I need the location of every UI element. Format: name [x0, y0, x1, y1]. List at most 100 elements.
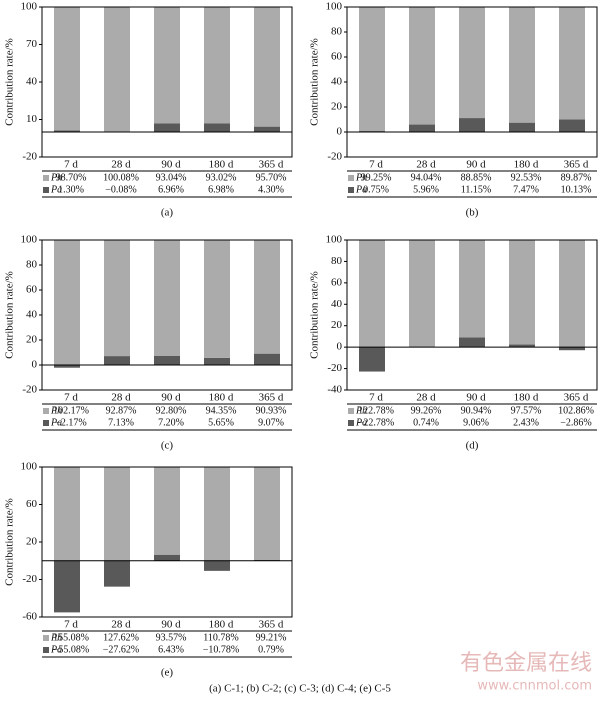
y-tick-label: -20 — [327, 151, 342, 163]
legend-label: Pa — [355, 184, 367, 195]
value-label: 90.93% — [256, 405, 287, 416]
value-label: 7.13% — [108, 417, 134, 428]
y-tick-label: 10 — [26, 113, 38, 125]
value-label: 122.78% — [358, 405, 394, 416]
legend-label: Ph — [50, 172, 62, 183]
bar — [54, 130, 80, 132]
value-label: 11.15% — [461, 184, 491, 195]
category-label: 7 d — [64, 159, 78, 171]
plot-frame — [346, 6, 598, 158]
value-label: 92.80% — [156, 405, 187, 416]
bar — [154, 7, 180, 124]
y-tick-label: 40 — [26, 309, 38, 321]
value-label: 10.13% — [561, 184, 592, 195]
y-axis-label: Contribution rate/% — [309, 38, 321, 126]
figure-caption: (a) C-1; (b) C-2; (c) C-3; (d) C-4; (e) … — [209, 683, 391, 695]
value-label: 88.85% — [461, 172, 492, 183]
value-label: 102.86% — [558, 405, 594, 416]
category-label: 365 d — [259, 619, 284, 631]
y-tick-label: 100 — [21, 1, 38, 13]
value-label: 1.30% — [58, 184, 84, 195]
y-tick-label: 40 — [26, 76, 38, 88]
value-label: 7.47% — [513, 184, 539, 195]
bar — [104, 7, 130, 132]
value-label: 92.87% — [106, 405, 137, 416]
bar — [54, 365, 80, 368]
y-tick-label: 80 — [26, 259, 38, 271]
y-tick-label: 80 — [331, 26, 343, 38]
legend-swatch — [43, 420, 49, 426]
legend-label: Pa — [50, 417, 62, 428]
value-label: 100.08% — [103, 172, 139, 183]
y-tick-label: -20 — [327, 362, 342, 374]
y-tick-label: -20 — [22, 573, 37, 585]
value-label: −10.78% — [203, 644, 239, 655]
value-label: 0.79% — [258, 644, 284, 655]
y-tick-label: 20 — [331, 319, 343, 331]
category-label: 365 d — [564, 392, 589, 404]
panel-label: (b) — [466, 207, 479, 219]
y-tick-label: -40 — [327, 384, 342, 396]
bar — [559, 347, 585, 351]
category-label: 28 d — [111, 159, 131, 171]
y-tick-label: 70 — [26, 38, 38, 50]
bar — [54, 240, 80, 365]
plot-frame — [346, 239, 598, 391]
bar — [104, 467, 130, 561]
y-axis-label: Contribution rate/% — [4, 498, 16, 586]
value-label: −0.08% — [105, 184, 136, 195]
value-label: 92.53% — [511, 172, 542, 183]
category-label: 365 d — [259, 159, 284, 171]
y-tick-label: 60 — [331, 276, 343, 288]
legend-label: Ph — [50, 405, 62, 416]
value-label: −55.08% — [53, 644, 89, 655]
panel-label: (a) — [161, 207, 174, 219]
legend-swatch — [43, 647, 49, 653]
bar — [559, 240, 585, 348]
value-label: 89.87% — [561, 172, 592, 183]
bar — [254, 126, 280, 132]
category-label: 28 d — [111, 619, 131, 631]
category-label: 180 d — [514, 159, 539, 171]
value-label: 93.02% — [206, 172, 237, 183]
bar — [204, 467, 230, 561]
bar — [509, 344, 535, 348]
category-label: 180 d — [514, 392, 539, 404]
legend-swatch — [348, 187, 354, 193]
bars — [54, 7, 280, 133]
value-label: −22.78% — [358, 417, 394, 428]
bar — [254, 353, 280, 365]
y-tick-label: 20 — [331, 101, 343, 113]
bars — [359, 240, 585, 372]
category-label: 28 d — [416, 392, 436, 404]
plot-frame — [41, 6, 293, 158]
y-tick-label: 20 — [26, 334, 38, 346]
value-label: 2.43% — [513, 417, 539, 428]
value-label: 0.74% — [413, 417, 439, 428]
legend-swatch — [43, 408, 49, 414]
value-label: 155.08% — [53, 632, 89, 643]
bar — [54, 560, 80, 613]
y-tick-label: 100 — [21, 461, 38, 473]
category-label: 28 d — [416, 159, 436, 171]
value-label: −2.86% — [560, 417, 591, 428]
plot-frame — [41, 239, 293, 391]
bar — [409, 240, 435, 347]
bar — [154, 123, 180, 132]
y-tick-label: -20 — [22, 151, 37, 163]
category-label: 90 d — [466, 392, 486, 404]
legend-label: Ph — [355, 405, 367, 416]
y-tick-label: 60 — [26, 498, 38, 510]
value-label: 9.07% — [258, 417, 284, 428]
bar — [359, 240, 385, 348]
category-label: 90 d — [161, 619, 181, 631]
value-label: 90.94% — [461, 405, 492, 416]
legend-label: Ph — [355, 172, 367, 183]
value-label: 9.06% — [463, 417, 489, 428]
bar — [459, 337, 485, 348]
bar — [54, 7, 80, 131]
y-tick-label: 0 — [32, 359, 38, 371]
watermark-title: 有色金属在线 — [460, 651, 592, 676]
y-axis-label: Contribution rate/% — [309, 271, 321, 359]
